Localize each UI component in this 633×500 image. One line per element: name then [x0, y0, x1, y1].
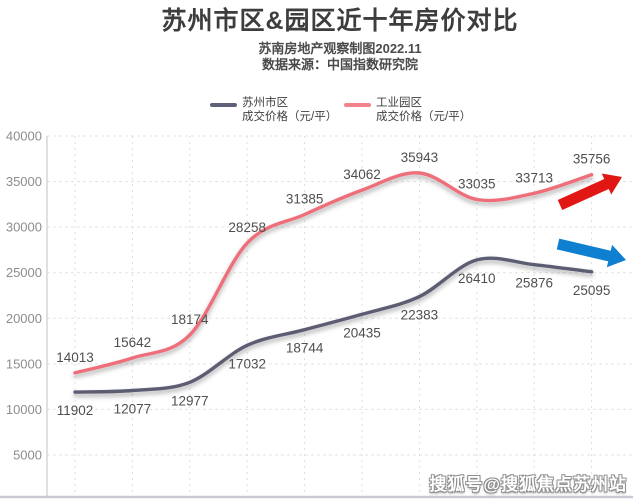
park-up-trend-arrow: [557, 173, 623, 211]
value-label: 14013: [56, 350, 94, 365]
y-tick-label: 25000: [6, 265, 42, 280]
city-line-swatch-icon: [210, 103, 237, 107]
value-label: 11902: [57, 403, 94, 418]
value-label: 33035: [458, 176, 496, 191]
value-label: 12977: [171, 393, 209, 408]
legend-park-label: 工业园区: [376, 97, 422, 109]
park-value-labels: 14013 15642 18174 28258 31385 34062 35943 33035…: [56, 150, 610, 365]
legend-park-sublabel: 成交价格（元/平）: [376, 111, 472, 123]
value-label: 20435: [343, 325, 381, 340]
y-tick-label: 15000: [6, 356, 42, 371]
value-label: 28258: [228, 220, 266, 235]
city-value-labels: 11902 12077 12977 17032 18744 20435 22383 26410…: [57, 271, 611, 418]
value-label: 33713: [515, 170, 553, 185]
value-label: 31385: [286, 192, 324, 207]
value-label: 15642: [114, 335, 152, 350]
value-label: 22383: [401, 308, 439, 323]
subtitle-source: 数据来源：中国指数研究院: [261, 57, 418, 72]
value-label: 12077: [114, 401, 152, 416]
city-down-trend-arrow: [556, 238, 627, 268]
legend-entry-city: 苏州市区 成交价格（元/平）: [210, 96, 338, 124]
y-tick-label: 35000: [6, 174, 42, 189]
page-title: 苏州市区&园区近十年房价对比: [161, 7, 519, 35]
value-label: 25095: [573, 283, 611, 298]
subtitle-credit: 苏南房地产观察制图2022.11: [258, 41, 422, 56]
value-label: 25876: [515, 276, 553, 291]
value-label: 34062: [343, 167, 381, 182]
y-tick-label: 40000: [6, 129, 42, 144]
value-label: 18174: [171, 312, 209, 327]
y-tick-label: 5000: [13, 448, 42, 463]
park-series-line: [73, 171, 594, 375]
gridlines: 40000 35000 30000 25000 20000 15000 10000 5000: [6, 129, 633, 496]
legend-entry-park: 工业园区 成交价格（元/平）: [344, 96, 472, 124]
header: 苏州市区&园区近十年房价对比 苏南房地产观察制图2022.11 数据来源：中国指…: [47, 6, 633, 73]
park-line-swatch-icon: [344, 103, 371, 107]
price-comparison-line-chart: 40000 35000 30000 25000 20000 15000 10000 5000 1…: [0, 129, 633, 499]
value-label: 17032: [228, 356, 266, 371]
value-label: 35943: [401, 150, 439, 165]
legend-city-label: 苏州市区: [242, 97, 288, 109]
y-tick-label: 20000: [6, 311, 42, 326]
y-tick-label: 10000: [6, 402, 42, 417]
watermark: 搜狐号@搜狐焦点苏州站: [429, 475, 627, 494]
city-series-line: [73, 256, 594, 394]
legend-city-sublabel: 成交价格（元/平）: [242, 111, 338, 123]
chart-legend: 苏州市区 成交价格（元/平） 工业园区 成交价格（元/平）: [47, 96, 633, 124]
y-tick-label: 30000: [6, 220, 42, 235]
value-label: 18744: [286, 341, 324, 356]
value-label: 35756: [573, 152, 611, 167]
value-label: 26410: [458, 271, 496, 286]
